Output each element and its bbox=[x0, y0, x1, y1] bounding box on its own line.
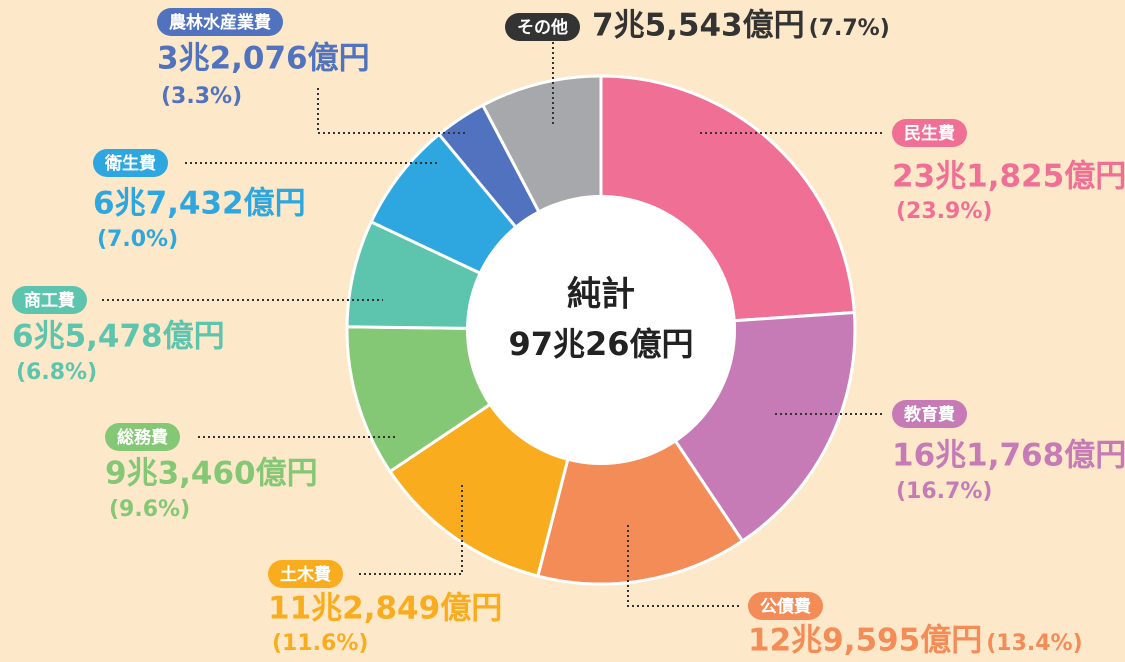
center-total: 97兆26億円 bbox=[508, 325, 693, 363]
leader-line bbox=[627, 525, 740, 607]
category-badge bbox=[748, 592, 823, 620]
category-badge bbox=[268, 560, 343, 588]
category-label: 農林水産業費 bbox=[169, 12, 271, 33]
amount-label: 9兆3,460億円 bbox=[105, 456, 318, 492]
percent-label: (3.3%) bbox=[161, 84, 242, 109]
percent-label: (6.8%) bbox=[16, 360, 97, 385]
percent-label: (9.6%) bbox=[109, 497, 190, 522]
category-label: 土木費 bbox=[280, 564, 331, 585]
center-title: 純計 bbox=[567, 275, 635, 315]
amount-label: 7兆5,543億円 bbox=[592, 8, 805, 44]
category-badge bbox=[157, 8, 283, 36]
percent-label: (23.9%) bbox=[896, 199, 992, 224]
amount-label: 6兆5,478億円 bbox=[12, 319, 225, 355]
amount-label: 3兆2,076億円 bbox=[157, 41, 370, 77]
percent-label: (7.7%) bbox=[809, 16, 890, 41]
category-badge bbox=[93, 149, 168, 177]
amount-label: 6兆7,432億円 bbox=[93, 186, 306, 222]
amount-label: 11兆2,849億円 bbox=[268, 591, 502, 627]
amount-label: 23兆1,825億円 bbox=[892, 159, 1125, 195]
percent-label: (11.6%) bbox=[272, 631, 368, 656]
category-badge bbox=[892, 119, 967, 147]
category-badge bbox=[12, 286, 87, 314]
amount-label: 16兆1,768億円 bbox=[892, 438, 1125, 474]
percent-label: (13.4%) bbox=[986, 631, 1082, 656]
category-label: その他 bbox=[517, 17, 568, 38]
labels: 民生費 23兆1,825億円 (23.9%) 教育費 16兆1,768億円 (16.7%)… bbox=[12, 8, 1125, 659]
donut-hole bbox=[466, 195, 736, 465]
category-label: 民生費 bbox=[904, 123, 955, 144]
category-badge bbox=[105, 423, 180, 451]
category-label: 公債費 bbox=[760, 596, 811, 617]
category-badge bbox=[892, 400, 967, 428]
category-label: 衛生費 bbox=[104, 153, 156, 174]
category-label: 商工費 bbox=[24, 290, 75, 311]
category-label: 教育費 bbox=[903, 404, 955, 425]
percent-label: (16.7%) bbox=[896, 479, 992, 504]
percent-label: (7.0%) bbox=[97, 227, 178, 252]
leader-line bbox=[317, 88, 465, 134]
category-badge bbox=[505, 13, 580, 41]
amount-label: 12兆9,595億円 bbox=[748, 623, 982, 659]
category-label: 総務費 bbox=[117, 427, 168, 448]
